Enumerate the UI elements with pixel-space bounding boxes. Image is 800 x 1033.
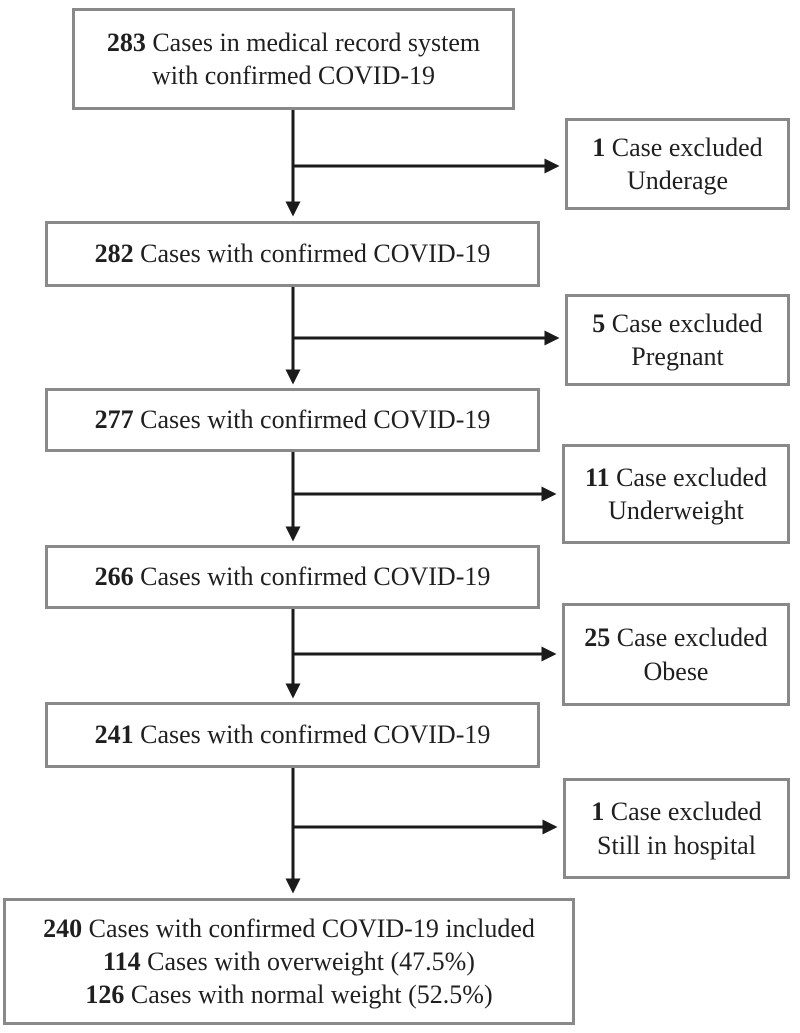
exclusion-reason: Pregnant: [631, 342, 724, 371]
flow-box-text: 277 Cases with confirmed COVID-19: [48, 403, 537, 436]
case-description: Cases with confirmed COVID-19: [140, 405, 491, 435]
case-description: Cases with confirmed COVID-19: [140, 720, 491, 750]
case-description: Cases with confirmed COVID-19 included: [88, 913, 535, 943]
exclusion-line: 1 Case excluded: [566, 795, 787, 828]
exclusion-box-still-in-hospital: 1 Case excluded Still in hospital: [563, 778, 790, 879]
flow-box-text: 241 Cases with confirmed COVID-19: [48, 718, 537, 751]
case-count: 283: [106, 27, 146, 57]
flow-box-text: 282 Cases with confirmed COVID-19: [48, 237, 537, 270]
flow-box-277-cases: 277 Cases with confirmed COVID-19: [45, 388, 540, 452]
case-count: 1: [592, 132, 606, 162]
exclusion-box-pregnant: 5 Case excluded Pregnant: [565, 294, 790, 386]
flow-box-text: 283 Cases in medical record system with …: [87, 26, 500, 93]
case-count: 5: [592, 308, 606, 338]
exclusion-label: Case excluded: [611, 132, 763, 162]
exclusion-box-underweight: 11 Case excluded Underweight: [562, 444, 790, 544]
case-count: 241: [94, 720, 134, 750]
case-count: 1: [591, 797, 605, 827]
case-count: 11: [585, 462, 610, 492]
exclusion-box-underage: 1 Case excluded Underage: [565, 118, 790, 210]
case-description: Cases with normal weight (52.5%): [130, 980, 493, 1010]
case-count: 114: [103, 946, 141, 976]
case-count: 25: [584, 623, 611, 653]
exclusion-line: 11 Case excluded: [565, 461, 787, 494]
case-description: Cases with confirmed COVID-19: [140, 239, 491, 269]
exclusion-label: Case excluded: [610, 797, 762, 827]
flow-box-266-cases: 266 Cases with confirmed COVID-19: [45, 545, 540, 609]
exclusion-reason: Underweight: [608, 496, 744, 525]
flow-box-total-cases: 283 Cases in medical record system with …: [72, 8, 515, 110]
exclusion-reason: Underage: [626, 166, 729, 195]
exclusion-label: Case excluded: [616, 623, 768, 653]
included-overweight-line: 114 Cases with overweight (47.5%): [6, 945, 572, 978]
exclusion-line: 1 Case excluded: [568, 131, 787, 164]
case-description: Cases with overweight (47.5%): [147, 946, 475, 976]
exclusion-line: 25 Case excluded: [565, 621, 787, 654]
case-count: 126: [85, 980, 125, 1010]
case-count: 266: [94, 562, 134, 592]
case-count: 277: [94, 405, 134, 435]
exclusion-box-obese: 25 Case excluded Obese: [562, 603, 790, 706]
flow-box-241-cases: 241 Cases with confirmed COVID-19: [45, 702, 540, 768]
case-count: 240: [43, 913, 83, 943]
flow-box-282-cases: 282 Cases with confirmed COVID-19: [45, 221, 540, 287]
case-description: Cases with confirmed COVID-19: [140, 562, 491, 592]
case-description: Cases in medical record system with conf…: [151, 27, 481, 90]
exclusion-label: Case excluded: [611, 308, 763, 338]
exclusion-reason: Still in hospital: [597, 830, 756, 860]
exclusion-label: Case excluded: [616, 462, 767, 492]
flow-box-included: 240 Cases with confirmed COVID-19 includ…: [3, 898, 575, 1025]
case-count: 282: [94, 239, 134, 269]
flow-box-text: 266 Cases with confirmed COVID-19: [48, 560, 537, 593]
included-normal-weight-line: 126 Cases with normal weight (52.5%): [6, 978, 572, 1011]
exclusion-reason: Obese: [643, 656, 709, 686]
exclusion-line: 5 Case excluded: [568, 307, 787, 340]
included-total-line: 240 Cases with confirmed COVID-19 includ…: [6, 912, 572, 945]
